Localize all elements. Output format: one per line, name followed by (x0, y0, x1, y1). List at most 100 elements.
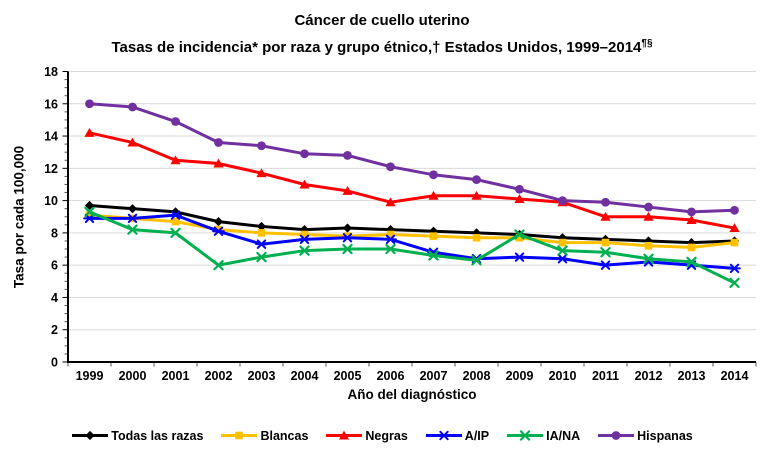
series-point-hispanas-shape (644, 202, 653, 212)
series-point-a-ip (384, 234, 397, 245)
legend-marker-a-ip (437, 430, 451, 441)
series-point-blancas-shape (85, 211, 94, 219)
series-point-blancas (171, 217, 180, 226)
series-point-blancas (214, 225, 223, 234)
series-point-hispanas-shape (343, 151, 352, 160)
series-point-blancas-shape (300, 230, 309, 239)
legend-marker-negras-shape (339, 430, 350, 440)
x-tick-label: 2008 (463, 369, 491, 383)
x-tick-label: 2003 (248, 369, 276, 383)
series-point-ia-na-stroke (729, 277, 740, 289)
series-point-ia-na-stroke (428, 250, 439, 261)
series-point-hispanas-shape (214, 138, 223, 147)
series-point-negras-shape (514, 194, 525, 203)
x-tick-label: 1999 (76, 369, 104, 383)
series-point-hispanas-shape (730, 205, 739, 215)
legend-label-a-ip: A/IP (464, 428, 490, 443)
series-point-blancas-shape (730, 238, 739, 247)
y-tick-label: 10 (44, 194, 58, 208)
series-point-todas-las-razas-shape (213, 216, 224, 227)
y-tick-label: 4 (51, 291, 58, 305)
series-point-hispanas-shape (300, 149, 309, 159)
series-point-a-ip (298, 234, 311, 245)
series-point-negras (428, 190, 439, 200)
series-point-ia-na (686, 256, 697, 268)
x-tick-label: 2011 (592, 369, 619, 383)
series-point-negras (342, 186, 353, 195)
series-point-ia-na-stroke (385, 243, 396, 255)
series-point-negras-shape (213, 158, 224, 168)
series-line-blancas (89, 213, 735, 249)
legend-marker-hispanas (611, 431, 621, 440)
y-tick-label: 6 (51, 259, 58, 273)
series-point-negras (256, 168, 267, 178)
series-point-ia-na-stroke (127, 224, 138, 235)
series-point-a-ip (212, 226, 225, 236)
series-point-ia-na (471, 255, 482, 266)
series-point-negras-shape (127, 137, 138, 147)
series-point-blancas-shape (214, 225, 223, 234)
series-point-hispanas (687, 207, 696, 217)
series-point-negras-shape (342, 186, 353, 195)
series-point-ia-na (127, 224, 138, 235)
series-point-blancas (558, 238, 567, 247)
series-point-negras-shape (729, 223, 740, 233)
series-point-blancas (386, 230, 395, 239)
series-point-blancas (687, 243, 696, 252)
series-point-hispanas-shape (85, 99, 94, 109)
series-point-ia-na (514, 229, 525, 240)
legend-marker-blancas (235, 431, 244, 440)
series-point-hispanas-shape (257, 141, 266, 151)
series-point-a-ip (728, 263, 741, 274)
series-point-ia-na (342, 243, 353, 255)
legend-marker-negras (339, 430, 350, 440)
series-line-todas-las-razas (89, 203, 735, 245)
series-point-negras-shape (686, 215, 697, 224)
legend-marker-ia-na-icon (507, 430, 544, 441)
series-point-ia-na-stroke (514, 229, 525, 240)
x-tick-label: 2000 (119, 369, 147, 383)
series-line-negras (89, 131, 735, 230)
legend-marker-negras-icon (326, 430, 363, 440)
series-point-ia-na (299, 245, 310, 256)
series-point-todas-las-razas (84, 200, 95, 211)
series-point-negras (170, 155, 181, 165)
series-point-hispanas (558, 196, 567, 206)
series-point-hispanas-shape (558, 196, 567, 206)
series-point-negras (643, 211, 654, 221)
legend-marker-hispanas-icon (598, 431, 635, 440)
series-point-ia-na-stroke (471, 255, 482, 266)
series-point-negras-shape (643, 211, 654, 221)
legend: Todas las razas Blancas Negras A/IP IA/NA His… (0, 428, 764, 443)
series-point-hispanas-shape (472, 175, 481, 185)
x-tick-label: 2001 (162, 369, 190, 383)
series-point-hispanas (386, 162, 395, 172)
x-tick-label: 2004 (291, 369, 319, 383)
series-point-hispanas-shape (429, 170, 438, 180)
series-line-ia-na (88, 210, 736, 285)
y-tick-label: 18 (44, 65, 58, 79)
series-point-negras-shape (299, 179, 310, 189)
legend-item-hispanas: Hispanas (597, 428, 693, 443)
series-point-ia-na (213, 259, 224, 271)
series-point-blancas-shape (558, 238, 567, 247)
legend-marker-a-ip-icon (425, 430, 462, 441)
series-point-ia-na-stroke (299, 245, 310, 256)
series-point-todas-las-razas-shape (342, 223, 353, 233)
series-point-a-ip (126, 213, 139, 224)
series-point-hispanas-shape (601, 197, 610, 207)
x-tick-label: 2006 (377, 369, 405, 383)
series-point-hispanas-shape (171, 117, 180, 126)
series-point-todas-las-razas (127, 204, 138, 214)
series-point-negras-shape (84, 127, 95, 137)
series-line-a-ip (89, 213, 735, 270)
y-tick-label: 14 (44, 130, 58, 144)
series-point-blancas-shape (386, 230, 395, 239)
series-point-blancas (472, 233, 481, 242)
series-point-negras-shape (170, 155, 181, 165)
x-tick-label: 2012 (635, 369, 663, 383)
chart-subtitle: Tasas de incidencia* por raza y grupo ét… (111, 38, 653, 56)
series-point-ia-na (256, 251, 267, 263)
series-point-ia-na (84, 206, 95, 218)
